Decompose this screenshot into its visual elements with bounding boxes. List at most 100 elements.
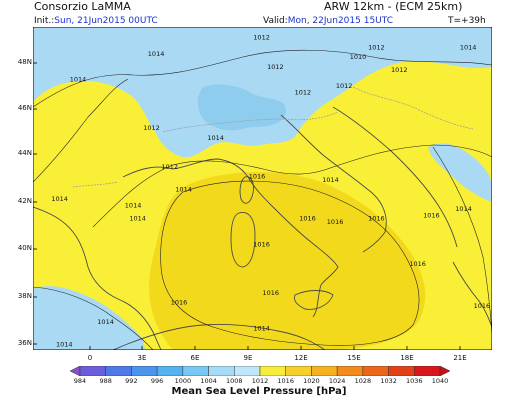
- isobars: [33, 49, 492, 350]
- coast-corsica: [239, 176, 254, 204]
- isobar-label: 1014: [148, 50, 165, 58]
- border-balkans: [352, 86, 474, 130]
- longitude-label: 3E: [137, 354, 147, 362]
- colorbar-segment: [208, 366, 235, 376]
- init-label: Init.:: [34, 16, 55, 26]
- coast-sicily: [294, 290, 334, 310]
- colorbar-label: 1020: [303, 377, 320, 385]
- isobar-label: 1016: [368, 215, 385, 223]
- coastlines: [33, 106, 492, 350]
- colorbar-label: 1040: [431, 377, 449, 385]
- isobar-label: 1014: [207, 134, 224, 142]
- colorbar-segment: [414, 366, 441, 376]
- colorbar-segment: [105, 366, 132, 376]
- colorbar-label: 1000: [174, 377, 192, 385]
- longitude-label: 9E: [243, 354, 253, 362]
- colorbar-label: 988: [99, 377, 112, 385]
- latitude-label: 40N: [17, 244, 32, 252]
- coast-iberia: [33, 206, 162, 350]
- colorbar-segment: [336, 366, 364, 376]
- colorbar-label: 1028: [354, 377, 372, 385]
- colorbar-label: 1008: [226, 377, 243, 385]
- isobar-1014-central: [92, 144, 492, 228]
- isobar-label: 1014: [70, 76, 87, 84]
- land-lower-iberia: [33, 286, 145, 350]
- colorbar-label: 1004: [200, 377, 217, 385]
- country-borders: [72, 86, 474, 188]
- colorbar-label: 1016: [277, 377, 294, 385]
- map-ticks: [33, 62, 461, 350]
- isobar-label: 1012: [368, 43, 385, 51]
- coast-adriatic: [280, 114, 387, 253]
- longitude-label: 18E: [400, 354, 414, 362]
- colorbar-label: 992: [125, 377, 138, 385]
- colorbar-label: 996: [150, 377, 164, 385]
- colorbar-segment: [131, 366, 158, 376]
- isobar-label: 1012: [336, 82, 353, 90]
- colorbar-segment: [156, 366, 184, 376]
- pressure-map: 1012101210141012101010121014101410121012…: [33, 27, 492, 350]
- latitude-label: 42N: [17, 197, 32, 205]
- isobar-label: 1014: [51, 195, 68, 203]
- high-pressure-region: [149, 172, 426, 350]
- init-value: Sun, 21Jun2015 00UTC: [54, 16, 158, 26]
- isobar-1014-west: [33, 78, 129, 183]
- colorbar-segment: [259, 366, 286, 376]
- colorbar-segment: [234, 366, 261, 376]
- latitude-label: 46N: [17, 104, 32, 112]
- isobar-1016-high: [160, 180, 420, 346]
- colorbar: [70, 366, 450, 376]
- colorbar-segment: [362, 366, 389, 376]
- colorbar-label: 1012: [251, 377, 269, 385]
- colorbar-segment: [388, 366, 415, 376]
- colorbar-label: 984: [73, 377, 87, 385]
- isobar-label: 1012: [295, 89, 312, 97]
- latitude-label: 38N: [17, 292, 32, 300]
- organization-label: Consorzio LaMMA: [34, 0, 131, 13]
- land-lower-balkans: [428, 143, 492, 202]
- valid-value: Mon, 22Jun2015 15UTC: [287, 16, 394, 26]
- isobar-1014-south: [33, 286, 154, 350]
- isobar-label: 1014: [455, 205, 472, 213]
- colorbar-segment: [311, 366, 338, 376]
- isobar-label: 1014: [460, 43, 477, 51]
- colorbar-segment: [79, 366, 106, 376]
- isobar-label: 1012: [143, 124, 160, 132]
- longitude-label: 0: [87, 354, 93, 362]
- isobar-label: 1014: [56, 341, 73, 349]
- latitude-label: 48N: [17, 58, 32, 66]
- valid-label: Valid:: [263, 16, 288, 26]
- isobar-label: 1016: [327, 218, 344, 226]
- colorbar-segment: [70, 366, 81, 376]
- latitude-label: 36N: [17, 339, 32, 347]
- latitude-label: 44N: [17, 149, 32, 157]
- isobar-1014-southeast: [432, 146, 492, 338]
- isobar-label: 1014: [97, 318, 114, 326]
- longitude-label: 12E: [294, 354, 308, 362]
- coast-greece: [452, 261, 492, 328]
- isobar-label: 1014: [129, 215, 146, 223]
- isobar-1012-north: [33, 49, 492, 108]
- isobar-label: 1014: [175, 186, 192, 194]
- isobar-label: 1016: [171, 299, 188, 307]
- isobar-label: 1010: [350, 53, 367, 61]
- isobar-label: 1016: [474, 302, 491, 310]
- isobar-label-group: 1012101210141012101010121014101410121012…: [51, 34, 490, 349]
- isobar-label: 1016: [253, 240, 270, 248]
- coast-dalmatia: [332, 106, 458, 248]
- isobar-label: 1016: [423, 211, 440, 219]
- coast-sardinia: [230, 211, 256, 268]
- border-alps: [162, 111, 339, 133]
- longitude-label: 6E: [190, 354, 200, 362]
- isobar-label: 1016: [299, 215, 316, 223]
- isobar-label: 1014: [253, 324, 270, 332]
- isobar-label: 1016: [263, 289, 280, 297]
- init-time: Init.:Sun, 21Jun2015 00UTC: [34, 15, 158, 27]
- isobar-label: 1012: [253, 34, 270, 42]
- colorbar-title: Mean Sea Level Pressure [hPa]: [171, 386, 347, 397]
- valid-time: Valid:Mon, 22Jun2015 15UTC: [263, 15, 393, 27]
- model-label: ARW 12km - (ECM 25km): [324, 0, 463, 13]
- longitude-label: 15E: [347, 354, 361, 362]
- isobar-label: 1012: [391, 66, 408, 74]
- isobar-label: 1012: [267, 63, 284, 71]
